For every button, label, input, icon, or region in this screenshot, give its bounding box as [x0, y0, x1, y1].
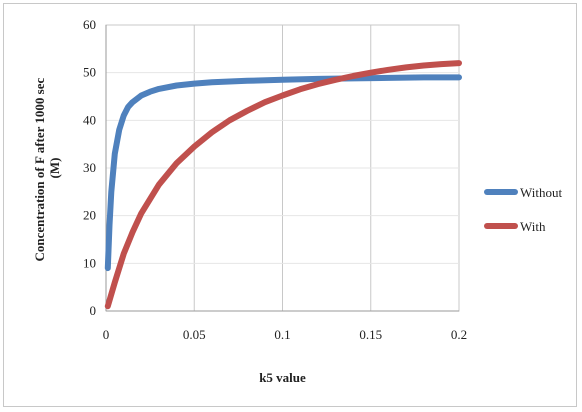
grid-lines — [106, 25, 460, 311]
y-tick-label: 10 — [83, 255, 96, 270]
legend-label-without: Without — [520, 185, 562, 200]
y-axis-title: Concentration of F after 1000 sec (M) — [32, 74, 62, 261]
x-tick-label: 0.05 — [183, 327, 206, 342]
x-tick-label: 0.1 — [274, 327, 290, 342]
legend-label-with: With — [520, 219, 546, 234]
x-axis-title: k5 value — [259, 370, 306, 385]
y-axis-title-line1: Concentration of F after 1000 sec — [32, 78, 47, 262]
x-tick-label: 0.15 — [359, 327, 382, 342]
data-series — [104, 60, 462, 310]
y-axis-title-line2: (M) — [47, 158, 62, 179]
y-tick-label: 60 — [83, 17, 96, 32]
y-tick-label: 20 — [83, 208, 96, 223]
y-tick-label: 0 — [90, 303, 97, 318]
y-tick-label: 40 — [83, 112, 96, 127]
series-line-with — [104, 60, 462, 310]
x-tick-label: 0.2 — [451, 327, 467, 342]
y-tick-label: 50 — [83, 65, 96, 80]
legend: Without With — [484, 185, 562, 234]
y-tick-label: 30 — [83, 160, 96, 175]
x-tick-label: 0 — [103, 327, 110, 342]
tick-labels: 0 10 20 30 40 50 60 0 0.05 0.1 0.15 0.2 — [83, 17, 467, 342]
